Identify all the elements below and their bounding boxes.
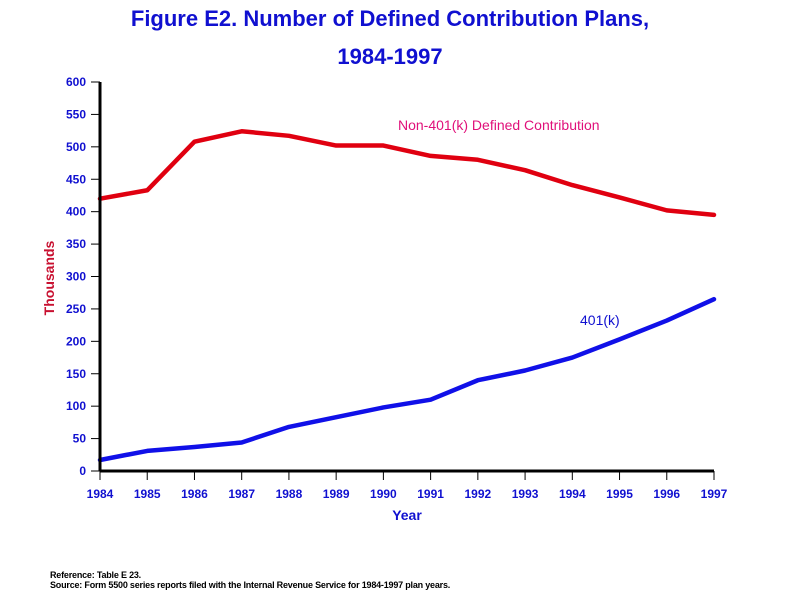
x-tick-label: 1988 [276, 487, 303, 501]
x-tick-label: 1997 [701, 487, 728, 501]
y-axis-title: Thousands [41, 240, 57, 315]
y-tick-label: 200 [66, 334, 86, 348]
y-tick-label: 350 [66, 237, 86, 251]
y-tick-label: 150 [66, 367, 86, 381]
y-tick-label: 300 [66, 270, 86, 284]
y-tick-label: 550 [66, 107, 86, 121]
x-tick-label: 1990 [370, 487, 397, 501]
x-tick-label: 1992 [464, 487, 491, 501]
series-line-non-401k [97, 129, 717, 218]
y-tick-label: 100 [66, 399, 86, 413]
chart-subtitle: 1984-1997 [337, 44, 443, 69]
y-tick-label: 250 [66, 302, 86, 316]
x-tick-label: 1991 [417, 487, 444, 501]
series-label-401k: 401(k) [580, 312, 620, 328]
footer-reference: Reference: Table E 23. [50, 570, 141, 580]
x-tick-label: 1984 [87, 487, 114, 501]
x-tick-label: 1996 [653, 487, 680, 501]
series-label-non-401k: Non-401(k) Defined Contribution [398, 117, 600, 133]
x-tick-label: 1986 [181, 487, 208, 501]
y-tick-label: 450 [66, 172, 86, 186]
footer-source: Source: Form 5500 series reports filed w… [50, 580, 451, 590]
y-tick-label: 0 [79, 464, 86, 478]
series-line-401k [97, 296, 717, 463]
x-tick-label: 1994 [559, 487, 586, 501]
y-tick-label: 400 [66, 205, 86, 219]
x-tick-label: 1993 [512, 487, 539, 501]
x-tick-label: 1987 [228, 487, 255, 501]
chart-title: Figure E2. Number of Defined Contributio… [130, 6, 650, 31]
y-tick-label: 50 [73, 432, 87, 446]
y-tick-label: 500 [66, 140, 86, 154]
x-tick-label: 1989 [323, 487, 350, 501]
x-tick-label: 1995 [606, 487, 633, 501]
y-tick-label: 600 [66, 75, 86, 89]
x-tick-label: 1985 [134, 487, 161, 501]
x-axis-title: Year [392, 507, 422, 523]
